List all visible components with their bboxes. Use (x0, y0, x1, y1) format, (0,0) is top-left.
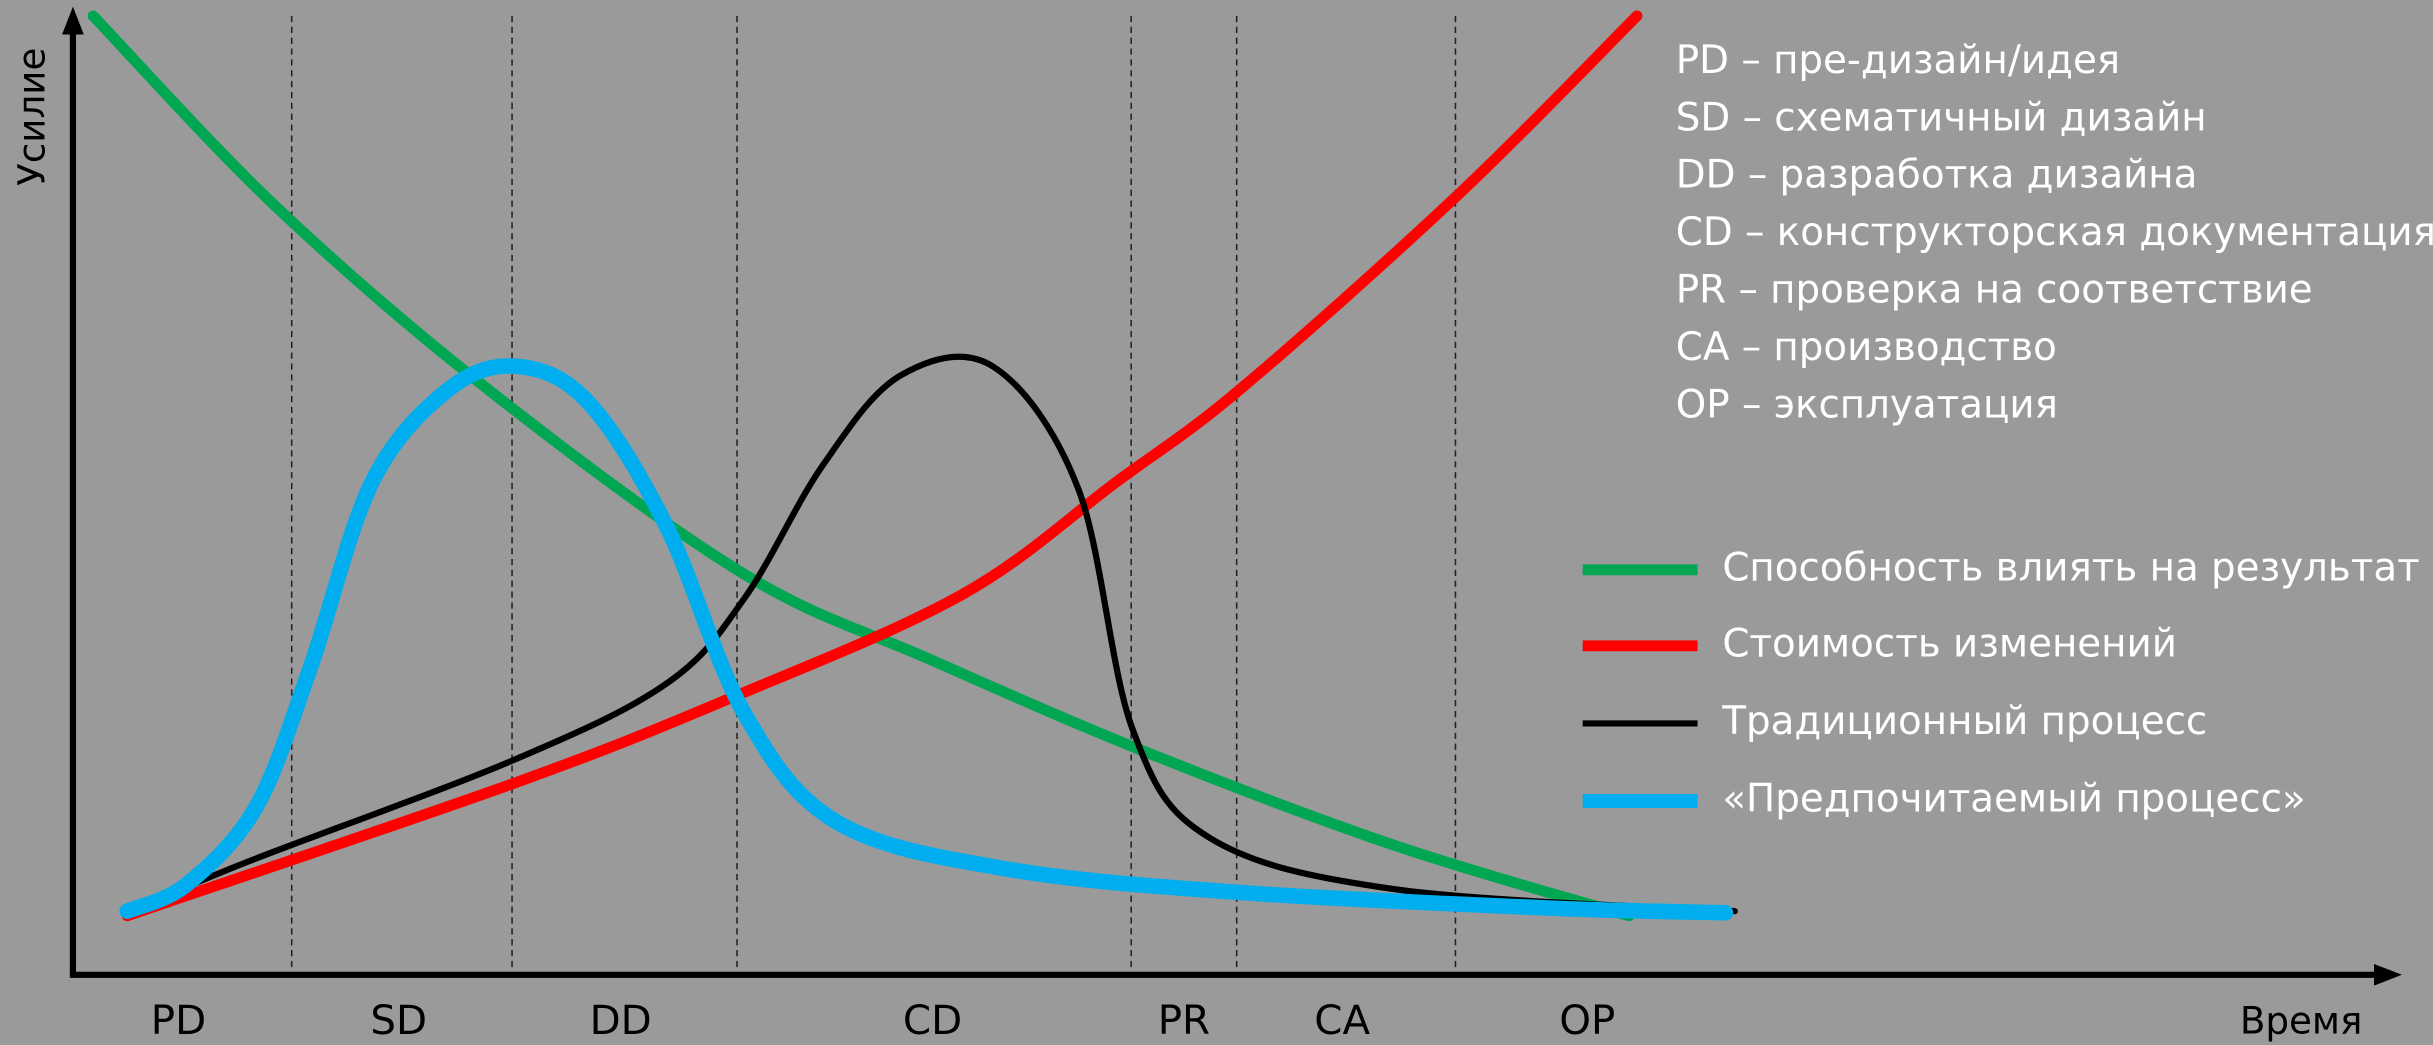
definition: CA – производство (1676, 325, 2057, 370)
definition: PD – пре-дизайн/идея (1676, 38, 2120, 83)
x-arrow (2374, 963, 2402, 986)
curve-influence (87, 10, 1635, 922)
legend-label: Стоимость изменений (1722, 621, 2177, 666)
legend-label: Способность влиять на результат (1722, 545, 2419, 590)
definition: PR – проверка на соответствие (1676, 268, 2313, 313)
definitions: PD – пре-дизайн/идея SD – схематичный ди… (1676, 38, 2433, 427)
legend-label: «Предпочитаемый процесс» (1722, 777, 2305, 822)
phase: PD (151, 997, 206, 1044)
y-arrow (62, 6, 84, 35)
phase: OP (1559, 997, 1615, 1044)
phase: CD (903, 997, 962, 1044)
legend: Способность влиять на результат Стоимост… (1582, 545, 2420, 822)
phase: PR (1158, 997, 1210, 1044)
phase: SD (370, 997, 427, 1044)
phase: DD (590, 997, 652, 1044)
axes: Усилие Время (10, 6, 2402, 1042)
definition: SD – схематичный дизайн (1676, 95, 2207, 140)
curve-cost (121, 10, 1643, 922)
curve-traditional (124, 353, 1738, 916)
x-label: Время (2240, 998, 2363, 1042)
definition: OP – эксплуатация (1676, 382, 2058, 427)
legend-label: Традиционный процесс (1721, 699, 2207, 744)
definition: CD – конструкторская документация (1676, 210, 2433, 255)
phase: CA (1314, 997, 1370, 1044)
y-label: Усилие (10, 48, 54, 186)
phase-dividers (290, 15, 1457, 972)
phase-labels: PD SD DD CD PR CA OP (151, 997, 1616, 1044)
curve-preferred (119, 358, 1734, 921)
definition: DD – разработка дизайна (1676, 153, 2198, 198)
